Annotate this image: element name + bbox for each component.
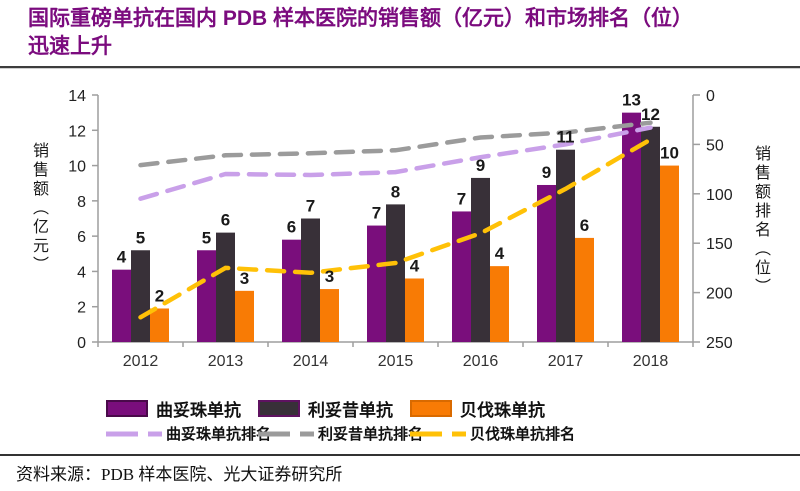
bar-value-label-利妥昔单抗-2015: 8 [391, 182, 400, 201]
legend-item-rituximab-rank: 利妥昔单抗排名 [258, 423, 423, 444]
right-axis-title: 销售额排名（位） [752, 145, 769, 297]
right-axis-tick-label: 250 [706, 335, 733, 352]
bar-曲妥珠单抗-2015 [367, 225, 386, 342]
right-axis-tick-label: 50 [706, 137, 724, 154]
bar-利妥昔单抗-2013 [216, 232, 235, 342]
line-曲妥珠单抗排名 [138, 125, 653, 201]
legend-item-bevacizumab-rank: 贝伐珠单抗排名 [410, 423, 575, 444]
right-axis-tick-label: 200 [706, 286, 733, 303]
legend-item-rituximab: 利妥昔单抗 [258, 396, 410, 421]
bar-value-label-曲妥珠单抗-2014: 6 [287, 218, 296, 237]
bar-贝伐珠单抗-2012 [150, 308, 169, 342]
left-axis-tick-label: 6 [77, 229, 86, 246]
bar-曲妥珠单抗-2012 [112, 269, 131, 342]
bar-value-label-曲妥珠单抗-2016: 7 [457, 189, 466, 208]
legend-label: 利妥昔单抗 [308, 401, 393, 420]
bar-value-label-贝伐珠单抗-2016: 4 [495, 244, 505, 263]
bar-value-label-利妥昔单抗-2016: 9 [476, 156, 485, 175]
bar-value-label-贝伐珠单抗-2017: 6 [580, 216, 589, 235]
bar-swatch-icon [106, 400, 148, 417]
legend-label: 利妥昔单抗排名 [318, 426, 424, 443]
x-axis-label: 2015 [378, 353, 414, 370]
bar-value-label-利妥昔单抗-2017: 11 [557, 128, 575, 147]
bar-value-label-贝伐珠单抗-2014: 3 [325, 267, 334, 286]
right-axis-tick-label: 150 [706, 236, 733, 253]
dashed-line-icon [258, 431, 314, 436]
left-axis-tick-label: 8 [77, 194, 86, 211]
legend-item-trastuzumab: 曲妥珠单抗 [106, 396, 258, 421]
bar-利妥昔单抗-2012 [131, 250, 150, 342]
bar-value-label-贝伐珠单抗-2018: 10 [660, 144, 679, 163]
bar-swatch-icon [410, 400, 452, 417]
title-line-2: 迅速上升 [28, 35, 112, 58]
legend-row-bars: 曲妥珠单抗 利妥昔单抗 贝伐珠单抗 [106, 396, 562, 421]
bar-value-label-贝伐珠单抗-2012: 2 [155, 286, 164, 305]
bar-贝伐珠单抗-2016 [490, 266, 509, 342]
bar-利妥昔单抗-2018 [641, 126, 660, 342]
bar-利妥昔单抗-2017 [556, 149, 575, 342]
bar-value-label-利妥昔单抗-2018: 12 [641, 105, 660, 124]
bar-贝伐珠单抗-2015 [405, 278, 424, 342]
page-title: 国际重磅单抗在国内 PDB 样本医院的销售额（亿元）和市场排名（位） 迅速上升 [28, 5, 788, 61]
left-axis-tick-label: 10 [68, 159, 86, 176]
left-axis-tick-label: 4 [77, 264, 86, 281]
legend-item-trastuzumab-rank: 曲妥珠单抗排名 [106, 423, 271, 444]
title-divider [0, 66, 800, 69]
line-贝伐珠单抗排名 [138, 137, 653, 320]
bar-value-label-利妥昔单抗-2014: 7 [306, 197, 315, 216]
bar-利妥昔单抗-2015 [386, 204, 405, 342]
legend-row-lines: 曲妥珠单抗排名 利妥昔单抗排名 贝伐珠单抗排名 [106, 423, 575, 444]
x-axis-label: 2017 [548, 353, 584, 370]
source-divider [0, 454, 800, 456]
source-note: 资料来源：PDB 样本医院、光大证券研究所 [16, 465, 343, 484]
bar-贝伐珠单抗-2018 [660, 165, 679, 342]
legend-label: 曲妥珠单抗排名 [166, 426, 272, 443]
bar-value-label-贝伐珠单抗-2015: 4 [410, 256, 420, 275]
right-axis-tick-label: 100 [706, 187, 733, 204]
bar-贝伐珠单抗-2013 [235, 290, 254, 342]
x-axis-label: 2018 [633, 353, 669, 370]
legend-item-bevacizumab: 贝伐珠单抗 [410, 396, 562, 421]
legend-label: 贝伐珠单抗排名 [470, 426, 576, 443]
legend-label: 曲妥珠单抗 [156, 401, 241, 420]
bar-贝伐珠单抗-2017 [575, 237, 594, 342]
bar-贝伐珠单抗-2014 [320, 289, 339, 342]
bar-value-label-曲妥珠单抗-2012: 4 [117, 248, 127, 267]
left-axis-tick-label: 0 [77, 335, 86, 352]
x-axis-label: 2014 [293, 353, 329, 370]
left-axis-tick-label: 12 [68, 123, 86, 140]
left-axis-tick-label: 2 [77, 300, 86, 317]
bar-value-label-利妥昔单抗-2013: 6 [221, 211, 230, 230]
right-axis-tick-label: 0 [706, 88, 715, 105]
bar-利妥昔单抗-2016 [471, 177, 490, 342]
bar-value-label-曲妥珠单抗-2017: 9 [542, 163, 551, 182]
left-axis-tick-label: 14 [68, 88, 86, 105]
bar-曲妥珠单抗-2013 [197, 250, 216, 342]
line-利妥昔单抗排名 [138, 120, 653, 168]
left-axis-title: 销售额（亿元） [30, 142, 47, 275]
bar-value-label-曲妥珠单抗-2018: 13 [622, 91, 641, 110]
bar-利妥昔单抗-2014 [301, 218, 320, 342]
bar-value-label-曲妥珠单抗-2015: 7 [372, 204, 381, 223]
bar-曲妥珠单抗-2014 [282, 239, 301, 342]
bar-swatch-icon [258, 400, 300, 417]
legend-label: 贝伐珠单抗 [460, 401, 545, 420]
bar-曲妥珠单抗-2018 [622, 112, 641, 343]
bar-曲妥珠单抗-2017 [537, 184, 556, 342]
title-line-1: 国际重磅单抗在国内 PDB 样本医院的销售额（亿元）和市场排名（位） [28, 7, 694, 30]
x-axis-label: 2012 [123, 353, 159, 370]
bar-value-label-贝伐珠单抗-2013: 3 [240, 269, 249, 288]
x-axis-label: 2013 [208, 353, 244, 370]
bar-value-label-利妥昔单抗-2012: 5 [136, 228, 145, 247]
dashed-line-icon [410, 431, 466, 436]
dashed-line-icon [106, 431, 162, 436]
bar-曲妥珠单抗-2016 [452, 211, 471, 342]
bar-value-label-曲妥珠单抗-2013: 5 [202, 228, 211, 247]
x-axis-label: 2016 [463, 353, 499, 370]
